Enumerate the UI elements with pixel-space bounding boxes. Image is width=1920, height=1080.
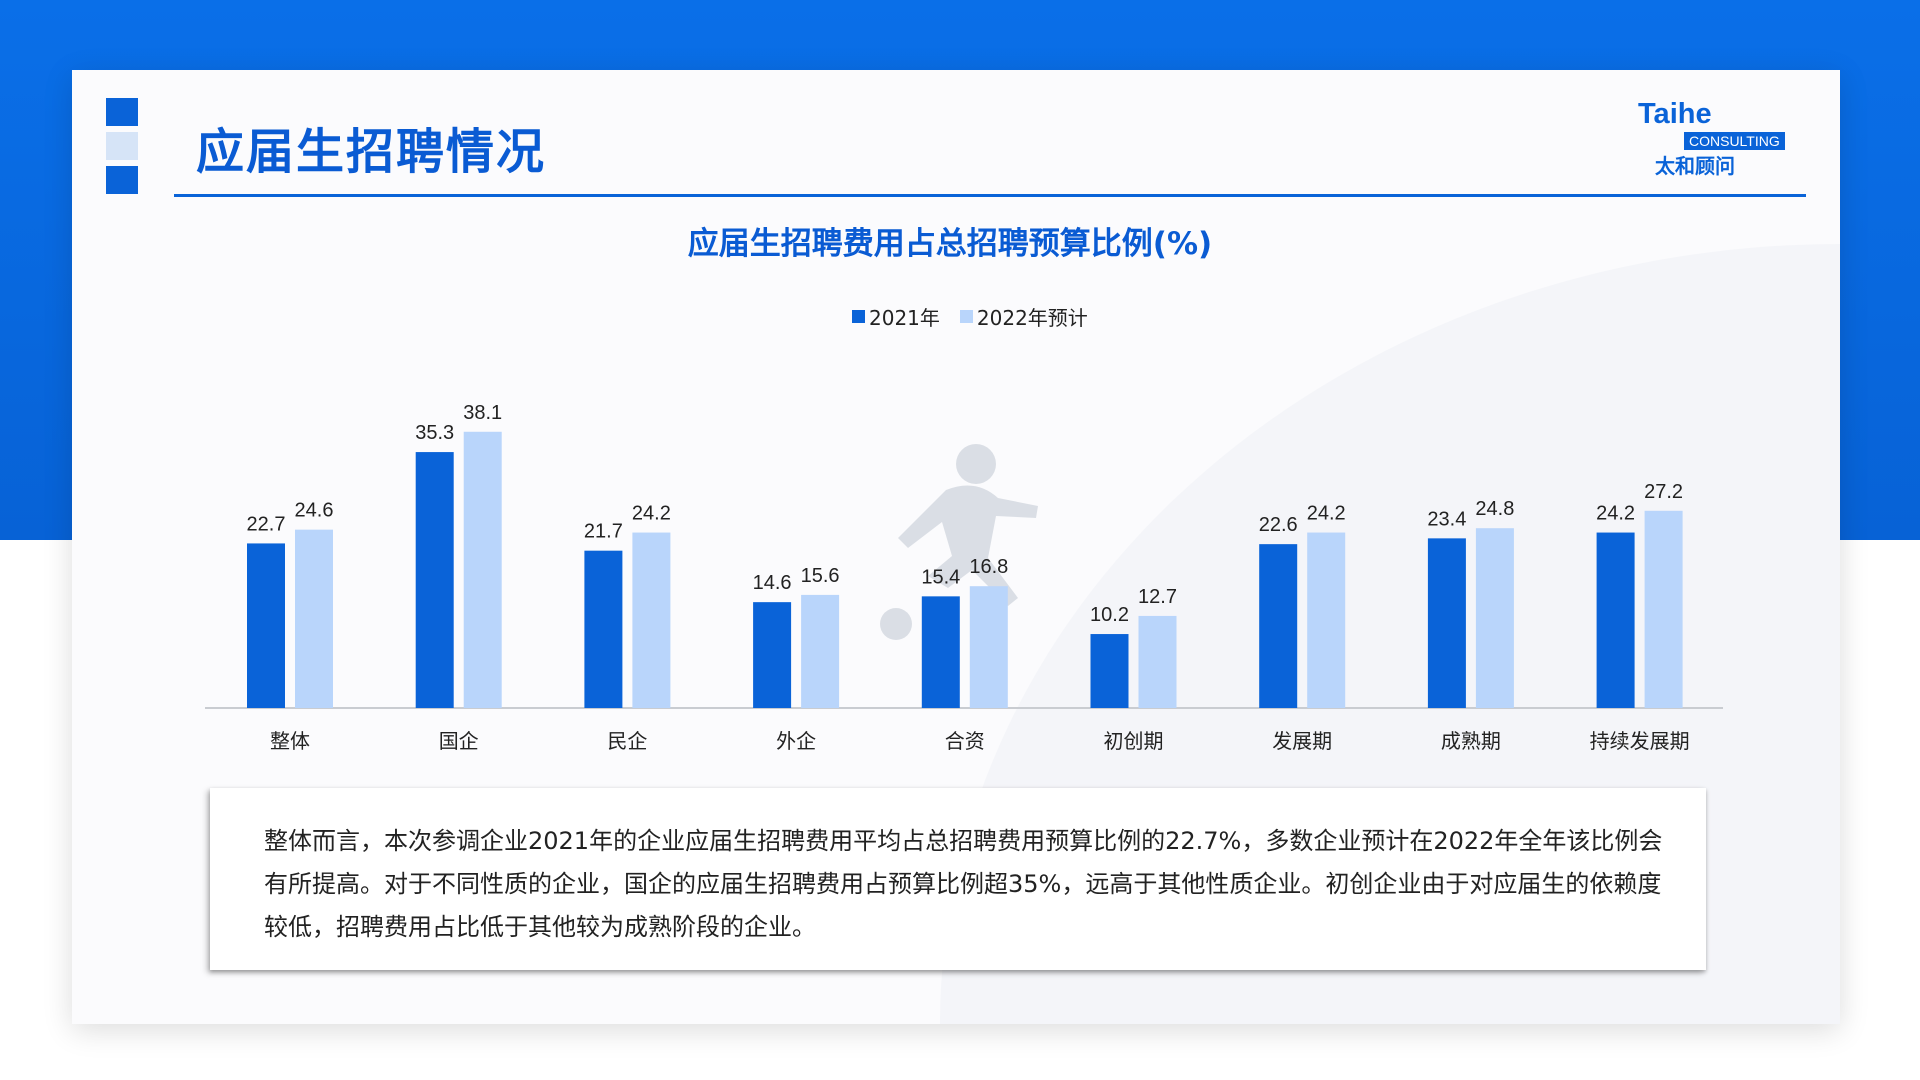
category-label-5: 初创期	[1104, 729, 1164, 753]
data-label-2021-0: 22.7	[247, 513, 286, 535]
category-label-4: 合资	[945, 729, 985, 753]
runner-silhouette-icon	[880, 444, 1038, 640]
data-label-2021-6: 22.6	[1259, 514, 1298, 536]
data-label-2022-7: 24.8	[1475, 498, 1514, 520]
bar-2022-8	[1644, 510, 1683, 708]
chart-title: 应届生招聘费用占总招聘预算比例(%)	[687, 226, 1213, 262]
legend-swatch-2022	[959, 310, 973, 323]
category-label-1: 国企	[439, 729, 479, 753]
bar-2021-7	[1427, 538, 1466, 708]
data-label-2022-2: 24.2	[632, 503, 671, 525]
square-light	[106, 132, 138, 160]
logo-name: Taihe	[1638, 98, 1712, 130]
summary-text: 整体而言，本次参调企业2021年的企业应届生招聘费用平均占总招聘费用预算比例的2…	[264, 827, 1663, 941]
data-label-2021-5: 10.2	[1090, 604, 1129, 626]
summary-box: 整体而言，本次参调企业2021年的企业应届生招聘费用平均占总招聘费用预算比例的2…	[210, 788, 1706, 970]
data-label-2022-3: 15.6	[801, 565, 840, 587]
data-label-2021-3: 14.6	[753, 572, 792, 594]
bar-2021-8	[1596, 532, 1635, 708]
bar-2022-7	[1475, 528, 1514, 708]
data-label-2022-5: 12.7	[1138, 586, 1177, 608]
legend-label-2021: 2021年	[869, 306, 940, 330]
square-dark	[106, 98, 138, 126]
bar-2022-0	[295, 529, 333, 708]
data-label-2021-7: 23.4	[1427, 508, 1466, 530]
bar-2021-0	[247, 543, 285, 708]
legend-item-2021: 2021年	[852, 302, 940, 331]
data-label-2021-1: 35.3	[415, 422, 454, 444]
bar-2022-4	[969, 586, 1008, 708]
category-label-3: 外企	[776, 729, 816, 753]
bar-2021-2	[584, 550, 623, 708]
bar-2022-2	[632, 532, 671, 708]
bar-chart: 22.7 24.6 整体 35.3 38.1 国企 21.7 24.2 民企 14.6 15.6 外企…	[205, 402, 1723, 753]
page-title: 应届生招聘情况	[196, 124, 547, 180]
data-label-2022-4: 16.8	[969, 556, 1008, 578]
data-label-2022-1: 38.1	[463, 402, 502, 424]
legend-label-2022: 2022年预计	[976, 306, 1088, 330]
bar-2021-1	[415, 452, 454, 708]
data-label-2022-8: 27.2	[1644, 481, 1683, 503]
category-label-7: 成熟期	[1441, 729, 1501, 753]
bar-2021-5	[1090, 634, 1129, 708]
category-label-6: 发展期	[1272, 729, 1332, 753]
company-logo: Taihe CONSULTING 太和顾问	[1638, 98, 1808, 178]
bar-2022-1	[463, 431, 502, 708]
square-dark	[106, 166, 138, 194]
bar-2022-5	[1138, 615, 1177, 708]
bar-2021-3	[753, 602, 792, 708]
bar-2021-4	[921, 596, 960, 708]
legend-item-2022: 2022年预计	[959, 302, 1088, 331]
data-label-2022-0: 24.6	[295, 500, 334, 522]
data-label-2022-6: 24.2	[1307, 503, 1346, 525]
logo-chinese: 太和顾问	[1655, 154, 1735, 178]
chart-legend: 2021年 2022年预计	[852, 302, 1108, 331]
category-label-2: 民企	[607, 729, 647, 753]
logo-consulting: CONSULTING	[1684, 132, 1785, 150]
data-label-2021-2: 21.7	[584, 521, 623, 543]
title-squares	[106, 98, 138, 200]
category-label-8: 持续发展期	[1590, 729, 1690, 753]
data-label-2021-8: 24.2	[1596, 503, 1635, 525]
bar-2021-6	[1259, 544, 1298, 708]
data-label-2021-4: 15.4	[921, 566, 960, 588]
legend-swatch-2021	[852, 310, 865, 323]
bar-2022-6	[1307, 532, 1346, 708]
title-divider	[174, 194, 1806, 197]
category-label-0: 整体	[270, 729, 310, 753]
bar-2022-3	[801, 594, 840, 708]
